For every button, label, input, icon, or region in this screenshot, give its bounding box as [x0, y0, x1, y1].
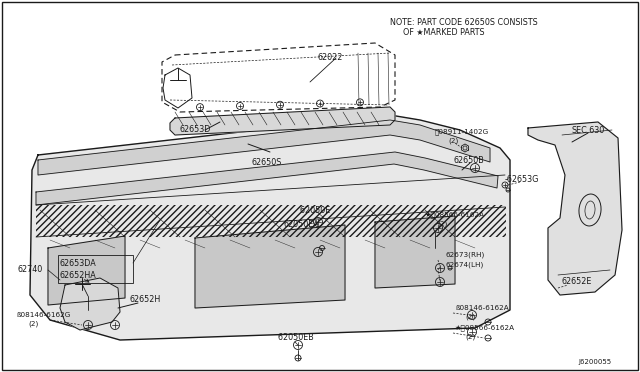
- Text: (2): (2): [448, 138, 458, 144]
- Text: 62740: 62740: [18, 266, 44, 275]
- Text: ⁢62050EB: ⁢62050EB: [278, 334, 314, 343]
- Text: ß08146-6162A: ß08146-6162A: [455, 305, 509, 311]
- Text: ß08146-6162G: ß08146-6162G: [16, 312, 70, 318]
- Text: ⓝ08911-1402G: ⓝ08911-1402G: [435, 129, 489, 135]
- Polygon shape: [170, 107, 395, 135]
- Text: (2): (2): [437, 221, 447, 227]
- Polygon shape: [375, 216, 455, 288]
- Text: ⁢62050E: ⁢62050E: [300, 205, 330, 215]
- Polygon shape: [60, 278, 120, 330]
- Polygon shape: [38, 120, 490, 175]
- Text: 62674(LH): 62674(LH): [445, 262, 483, 268]
- Text: 62650B: 62650B: [453, 155, 484, 164]
- Text: 62653DA: 62653DA: [60, 259, 97, 267]
- Text: 62653D: 62653D: [180, 125, 211, 134]
- Text: 62650S: 62650S: [252, 157, 282, 167]
- Bar: [36, 205, 506, 237]
- Text: ★Ⓢ08566-6162A: ★Ⓢ08566-6162A: [455, 325, 515, 331]
- Polygon shape: [48, 236, 125, 305]
- Text: NOTE: PART CODE 62650S CONSISTS: NOTE: PART CODE 62650S CONSISTS: [390, 18, 538, 27]
- Polygon shape: [528, 122, 622, 295]
- Text: 62652H: 62652H: [130, 295, 161, 305]
- Text: J6200055: J6200055: [578, 359, 611, 365]
- Text: 62022: 62022: [318, 52, 344, 61]
- Text: 62652HA: 62652HA: [60, 270, 97, 279]
- Text: (2): (2): [28, 321, 38, 327]
- Text: SEC.630: SEC.630: [572, 125, 605, 135]
- Text: -62653G: -62653G: [505, 174, 540, 183]
- Polygon shape: [30, 115, 510, 340]
- Text: (2): (2): [465, 334, 476, 340]
- Text: ★Ⓢ08566-6162A: ★Ⓢ08566-6162A: [425, 212, 485, 218]
- Polygon shape: [36, 152, 498, 205]
- Text: OF ★MARKED PARTS: OF ★MARKED PARTS: [403, 28, 484, 37]
- Text: 62652E: 62652E: [562, 278, 593, 286]
- Polygon shape: [195, 225, 345, 308]
- Text: 62050EA: 62050EA: [284, 219, 320, 228]
- Text: 62673(RH): 62673(RH): [445, 252, 484, 258]
- Text: (2): (2): [465, 314, 476, 320]
